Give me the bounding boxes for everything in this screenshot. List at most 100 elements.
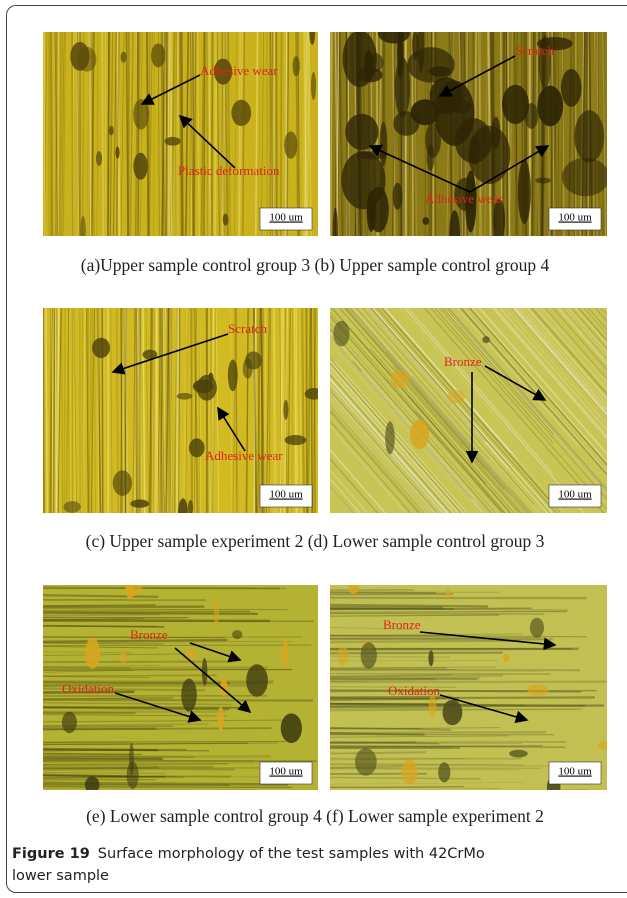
wear-spot: [509, 750, 528, 758]
scale-bar-label: 100 um: [269, 489, 303, 501]
wear-spot: [401, 759, 417, 785]
wear-spot: [446, 588, 451, 597]
figure-label: Figure 19: [12, 846, 90, 862]
texture-line: [330, 682, 607, 683]
texture-line: [43, 800, 157, 801]
wear-spot: [361, 642, 377, 668]
texture-line: [43, 574, 142, 575]
micrograph: 100 umAdhesive wearPlastic deformation: [43, 21, 318, 245]
texture-line: [43, 308, 44, 513]
wear-spot: [127, 761, 139, 789]
texture-line: [43, 828, 264, 829]
texture-line: [330, 660, 498, 661]
wear-spot: [178, 498, 188, 526]
wear-spot: [449, 100, 471, 113]
panel-caption: (e) Lower sample control group 4: [86, 806, 322, 826]
wear-spot: [228, 360, 238, 392]
wear-spot: [562, 158, 609, 197]
wear-spot: [305, 388, 324, 400]
wear-spot: [422, 217, 429, 225]
caption-row: (e) Lower sample control group 4 (f) Low…: [86, 806, 544, 826]
texture-line: [330, 552, 458, 554]
caption-row: (a)Upper sample control group 3 (b) Uppe…: [81, 255, 550, 275]
wear-spot: [368, 187, 388, 233]
wear-spot: [92, 338, 110, 358]
texture-line: [330, 804, 526, 805]
texture-line: [43, 605, 156, 606]
wear-spot: [530, 618, 544, 638]
panel-caption: (a)Upper sample control group 3: [81, 255, 311, 275]
texture-line: [43, 587, 280, 588]
wear-spot: [281, 713, 302, 743]
texture-line: [330, 802, 422, 803]
wear-spot: [333, 321, 349, 346]
texture-line: [43, 645, 311, 646]
texture-line: [330, 578, 433, 579]
wear-spot: [537, 86, 563, 127]
wear-spot: [245, 351, 262, 369]
texture-line: [102, 32, 103, 236]
texture-line: [330, 561, 557, 562]
panel-caption: (c) Upper sample experiment 2: [86, 531, 304, 551]
wear-spot: [284, 435, 306, 445]
wear-spot: [598, 741, 617, 751]
micrograph: 100 umScratchAdhesive wear: [329, 10, 610, 262]
annotation: Oxidation: [62, 681, 114, 696]
texture-line: [330, 790, 588, 792]
wear-spot: [165, 137, 181, 146]
annotation: Adhesive wear: [200, 63, 278, 78]
texture-line: [43, 756, 271, 757]
wear-spot: [232, 630, 242, 639]
texture-line: [43, 553, 252, 554]
wear-spot: [246, 664, 268, 697]
wear-spot: [130, 500, 149, 508]
wear-spot: [311, 72, 316, 100]
wear-spot: [85, 637, 100, 668]
texture-line: [43, 556, 185, 557]
wear-spot: [188, 500, 193, 515]
wear-spot: [115, 146, 119, 158]
micrograph-image: [330, 526, 616, 830]
wear-spot: [455, 118, 492, 163]
wear-spot: [214, 594, 219, 627]
wear-spot: [217, 707, 224, 731]
texture-line: [43, 783, 288, 785]
panel-caption: (d) Lower sample control group 3: [308, 531, 545, 551]
texture-line: [330, 573, 452, 574]
wear-spot: [189, 438, 205, 457]
texture-line: [43, 826, 217, 827]
texture-line: [43, 580, 229, 581]
wear-spot: [447, 390, 465, 403]
wear-spot: [482, 336, 490, 343]
texture-line: [306, 308, 307, 513]
wear-spot: [283, 400, 288, 420]
wear-spot: [197, 375, 217, 401]
wear-spot: [337, 646, 349, 666]
texture-line: [330, 752, 426, 753]
texture-line: [330, 691, 597, 692]
texture-line: [43, 567, 285, 568]
texture-line: [43, 578, 260, 579]
scale-bar-label: 100 um: [558, 489, 592, 501]
scale-bar-label: 100 um: [558, 212, 592, 224]
annotation: Plastic deformation: [178, 163, 280, 178]
texture-line: [330, 578, 525, 579]
texture-line: [43, 787, 292, 788]
texture-line: [330, 611, 567, 612]
texture-line: [43, 829, 239, 830]
scale-bar-label: 100 um: [269, 766, 303, 778]
wear-spot: [418, 10, 425, 73]
texture-line: [43, 707, 249, 708]
texture-line: [330, 676, 503, 678]
wear-spot: [407, 47, 454, 82]
texture-line: [330, 562, 531, 563]
panel-caption: (b) Upper sample control group 4: [315, 255, 550, 275]
wear-spot: [78, 47, 97, 72]
wear-spot: [379, 122, 387, 167]
texture-line: [281, 32, 282, 236]
wear-spot: [535, 177, 551, 183]
wear-spot: [125, 576, 142, 596]
texture-line: [43, 796, 311, 797]
panel-caption: (f) Lower sample experiment 2: [326, 806, 544, 826]
